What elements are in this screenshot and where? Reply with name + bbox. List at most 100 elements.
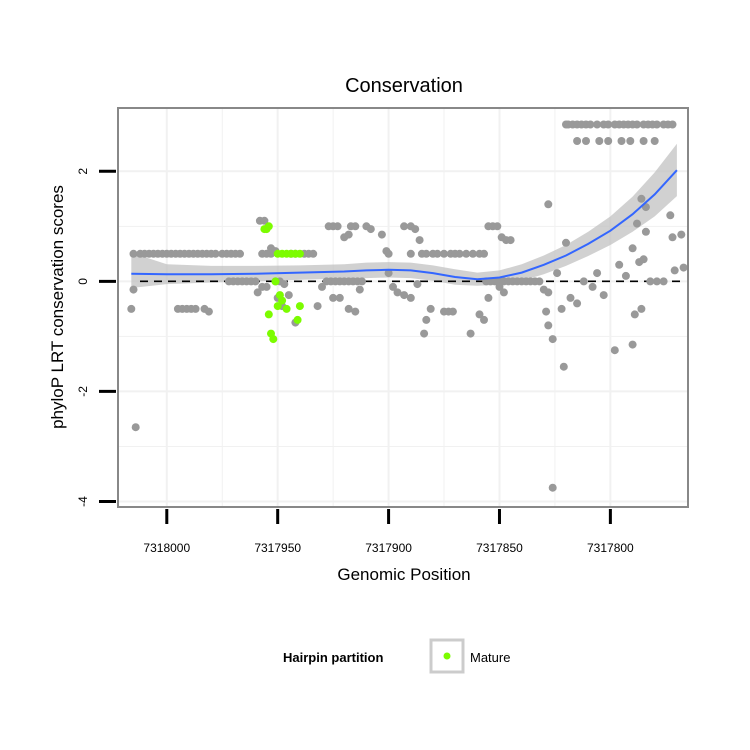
point-other-100 (413, 280, 422, 289)
point-other-98 (400, 291, 409, 300)
point-other-152 (553, 269, 562, 278)
point-other-21 (211, 249, 220, 258)
point-other-139 (466, 329, 475, 338)
point-other-154 (559, 362, 568, 371)
x-tick-label-2: 7317900 (365, 541, 412, 555)
y-axis: -4 -2 0 2 (76, 168, 116, 507)
point-mature-14 (278, 296, 287, 305)
point-other-164 (586, 120, 595, 129)
legend-key-box (429, 638, 465, 674)
point-other-155 (562, 238, 570, 247)
point-other-90 (384, 249, 393, 258)
point-other-189 (579, 277, 588, 286)
point-other-213 (641, 227, 650, 236)
point-mature-18 (271, 277, 280, 286)
point-other-208 (670, 266, 679, 275)
point-other-147 (544, 200, 553, 209)
point-other-85 (366, 225, 375, 234)
point-other-81 (333, 222, 342, 231)
point-other-210 (679, 263, 688, 272)
legend: Hairpin partition Mature (283, 638, 510, 674)
y-axis-title: phyloP LRT conservation scores (48, 185, 67, 429)
chart-title: Conservation (345, 75, 463, 97)
points-layer (127, 120, 688, 492)
point-other-93 (384, 269, 393, 278)
y-tick-label-1: -2 (76, 386, 90, 397)
point-other-156 (566, 293, 575, 302)
point-other-211 (646, 277, 655, 286)
x-tick-label-4: 7317800 (587, 541, 634, 555)
point-other-150 (544, 321, 553, 330)
point-other-51 (280, 280, 289, 289)
point-mature-12 (273, 302, 282, 311)
point-other-73 (318, 282, 326, 291)
x-tick-label-1: 7317950 (254, 541, 301, 555)
point-other-0 (127, 304, 136, 313)
point-other-148 (548, 483, 557, 492)
point-other-119 (448, 307, 457, 316)
point-mature-15 (282, 304, 291, 313)
point-other-115 (422, 315, 431, 324)
point-other-71 (358, 277, 366, 286)
x-axis: 7318000 7317950 7317900 7317850 7317800 (143, 509, 634, 555)
point-other-77 (351, 307, 360, 316)
smooth-line-group (131, 169, 678, 281)
point-other-78 (355, 285, 364, 294)
point-mature-16 (293, 315, 302, 324)
plot-panel (117, 107, 689, 508)
point-other-113 (480, 249, 488, 258)
point-other-142 (484, 293, 493, 302)
x-tick-label-3: 7317850 (476, 541, 523, 555)
point-other-42 (260, 216, 269, 225)
panel-border (117, 107, 689, 508)
point-other-143 (495, 282, 504, 291)
point-other-204 (652, 277, 661, 286)
point-other-114 (420, 329, 429, 338)
y-tick-label-0: -4 (76, 496, 90, 507)
point-mature-2 (264, 222, 273, 231)
point-other-83 (351, 222, 360, 231)
point-other-207 (668, 233, 677, 242)
point-other-140 (475, 310, 484, 319)
point-mature-17 (295, 302, 304, 311)
smooth-line (131, 169, 678, 281)
point-other-165 (593, 120, 602, 129)
point-other-94 (400, 222, 409, 231)
x-tick-label-0: 7318000 (143, 541, 190, 555)
point-other-185 (617, 137, 626, 145)
point-other-101 (406, 249, 415, 258)
point-other-173 (633, 120, 641, 129)
point-other-151 (548, 335, 557, 344)
point-other-183 (595, 137, 604, 145)
point-other-153 (557, 304, 566, 313)
point-other-205 (659, 277, 668, 286)
point-other-1 (129, 285, 138, 294)
point-other-99 (406, 293, 415, 302)
point-other-192 (588, 282, 597, 291)
point-other-203 (639, 255, 648, 264)
point-other-149 (542, 307, 551, 316)
point-other-212 (637, 304, 646, 313)
point-other-157 (573, 299, 582, 308)
point-other-62 (309, 249, 318, 258)
legend-key-mature-point (443, 652, 451, 660)
point-mature-11 (269, 335, 278, 344)
point-other-196 (628, 244, 637, 253)
point-other-96 (411, 225, 420, 234)
point-other-206 (666, 211, 675, 220)
x-axis-title: Genomic Position (337, 565, 470, 584)
point-other-3 (129, 249, 138, 258)
point-other-28 (204, 307, 213, 316)
point-other-46 (253, 288, 262, 297)
point-other-26 (191, 304, 200, 313)
point-other-92 (393, 288, 402, 297)
point-other-188 (650, 137, 659, 145)
point-other-74 (329, 293, 338, 302)
point-other-132 (535, 277, 544, 286)
point-other-209 (677, 230, 686, 239)
point-other-194 (615, 260, 624, 269)
point-other-135 (493, 222, 502, 231)
point-other-35 (251, 277, 260, 286)
point-other-177 (652, 120, 661, 129)
